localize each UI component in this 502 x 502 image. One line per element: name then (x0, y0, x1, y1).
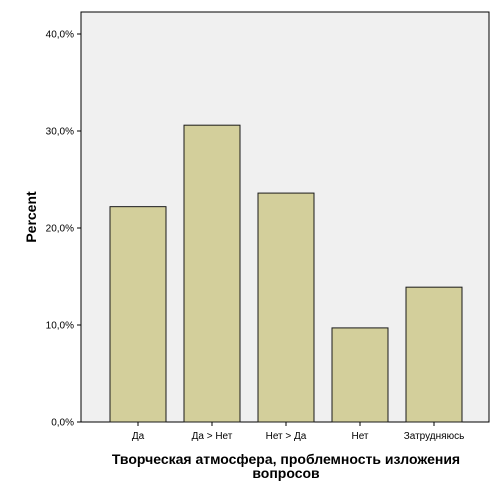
y-axis-ticks: 0,0% 10,0% 20,0% 30,0% 40,0% (46, 30, 81, 429)
x-axis-title-line-2: вопросов (252, 465, 320, 481)
y-tick-label-0: 0,0% (51, 418, 74, 429)
y-tick-label-1: 10,0% (46, 321, 74, 332)
x-tick-label-4: Затрудняюсь (404, 431, 465, 442)
y-axis-title: Percent (23, 191, 39, 243)
bar-1 (183, 124, 241, 423)
x-tick-label-1: Да > Нет (192, 431, 233, 442)
x-axis-title-line-1: Творческая атмосфера, проблемность излож… (112, 451, 460, 467)
bar-0 (109, 206, 167, 423)
x-tick-label-0: Да (132, 431, 145, 442)
bar-4 (405, 286, 463, 423)
y-tick-label-3: 30,0% (46, 127, 74, 138)
y-tick-label-4: 40,0% (46, 30, 74, 41)
bars-group (109, 124, 463, 423)
bar-3 (331, 327, 389, 423)
x-axis-ticks: Да Да > Нет Нет > Да Нет Затрудняюсь (132, 422, 464, 442)
x-tick-label-2: Нет > Да (266, 431, 307, 442)
x-tick-label-3: Нет (351, 431, 368, 442)
y-tick-label-2: 20,0% (46, 224, 74, 235)
bar-2 (257, 192, 315, 423)
